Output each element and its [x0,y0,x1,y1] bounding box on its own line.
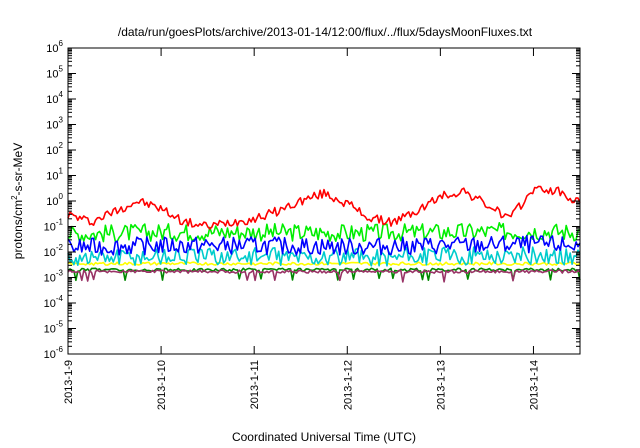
y-tick-exponent: 2 [59,141,64,150]
x-tick-label: 2013-1-10 [156,360,168,410]
y-tick-label: 106 [46,39,63,55]
y-tick-base: 10 [44,273,56,285]
y-tick-exponent: -3 [56,269,64,278]
y-tick-exponent: 1 [59,167,64,176]
x-tick-label: 2013-1-9 [63,360,75,404]
y-tick-label: 10-6 [44,345,64,361]
plot-series [67,185,581,283]
y-tick-base: 10 [46,196,58,208]
x-tick-label: 2013-1-14 [528,360,540,410]
y-tick-base: 10 [44,349,56,361]
series-line [67,234,581,256]
plot-frame [67,47,581,355]
x-tick-label: 2013-1-11 [249,360,261,409]
y-tick-exponent: -6 [56,345,64,354]
y-tick-label: 100 [46,192,63,208]
y-tick-label: 10-5 [44,320,64,336]
y-tick-label: 10-2 [44,243,64,259]
series-line [67,267,581,282]
y-tick-exponent: 3 [59,116,64,125]
y-tick-base: 10 [46,43,58,55]
x-axis-label: Coordinated Universal Time (UTC) [232,430,416,444]
y-axis-label-unit: -s-sr-MeV [11,143,25,196]
chart-title: /data/run/goesPlots/archive/2013-01-14/1… [118,25,533,39]
y-tick-exponent: 5 [59,65,64,74]
y-tick-exponent: 0 [59,192,64,201]
y-tick-exponent: -5 [56,320,64,329]
y-tick-base: 10 [44,247,56,259]
y-tick-label: 102 [46,141,63,157]
y-tick-base: 10 [44,298,56,310]
series-line [67,185,581,230]
series-line [67,269,581,283]
y-tick-base: 10 [46,69,58,81]
y-axis-label: protons/cm2-s-sr-MeV [10,143,25,259]
y-tick-label: 10-4 [44,294,64,310]
y-axis-label-superscript: 2 [10,195,19,200]
y-tick-base: 10 [44,324,56,336]
y-tick-label: 10-3 [44,269,64,285]
y-tick-exponent: -2 [56,243,64,252]
y-tick-label: 103 [46,116,63,132]
y-tick-label: 10-1 [44,218,64,234]
y-tick-exponent: -1 [56,218,64,227]
y-tick-exponent: 4 [59,90,64,99]
y-axis: 10-610-510-410-310-210-11001011021031041… [44,39,580,361]
x-axis: 2013-1-9 2013-1-10 2013-1-11 2013-1-12 2013-… [63,48,540,410]
y-tick-base: 10 [44,222,56,234]
y-tick-base: 10 [46,171,58,183]
series-line [67,261,581,266]
y-tick-label: 105 [46,65,63,81]
y-tick-label: 104 [46,90,63,106]
series-line [67,246,581,267]
y-axis-label-main: protons/cm [11,200,25,259]
x-tick-label: 2013-1-12 [342,360,354,410]
y-tick-exponent: 6 [59,39,64,48]
y-tick-exponent: -4 [56,294,64,303]
x-tick-label: 2013-1-13 [435,360,447,410]
y-tick-base: 10 [46,94,58,106]
y-tick-base: 10 [46,120,58,132]
y-tick-base: 10 [46,145,58,157]
series-line [67,222,581,244]
y-tick-label: 101 [46,167,63,183]
